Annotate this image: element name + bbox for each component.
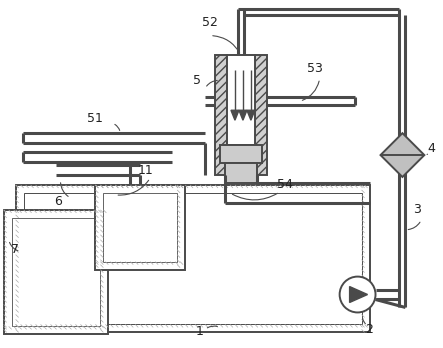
Bar [225, 163, 257, 183]
Bar [215, 55, 227, 175]
Text: 1: 1 [196, 325, 204, 338]
Text: 7: 7 [11, 243, 19, 256]
Text: 2: 2 [365, 323, 373, 336]
Bar [227, 55, 255, 145]
Text: 3: 3 [413, 203, 421, 216]
Text: 11: 11 [137, 164, 153, 176]
Bar [95, 185, 185, 270]
Text: 5: 5 [193, 74, 201, 87]
Polygon shape [381, 133, 424, 177]
Polygon shape [239, 110, 247, 120]
Bar [220, 145, 262, 163]
Bar [16, 185, 369, 332]
Bar [255, 55, 267, 175]
Bar [4, 210, 109, 334]
Bar [103, 193, 177, 262]
Text: 6: 6 [54, 195, 62, 208]
Polygon shape [350, 286, 368, 302]
Text: 53: 53 [307, 62, 323, 75]
Text: 54: 54 [277, 179, 293, 191]
Text: 52: 52 [202, 16, 218, 29]
Bar [12, 218, 101, 326]
Bar [23, 193, 361, 324]
Polygon shape [231, 110, 239, 120]
Polygon shape [247, 110, 255, 120]
Text: 51: 51 [87, 112, 103, 125]
Circle shape [340, 277, 376, 313]
Text: 4: 4 [427, 142, 435, 155]
